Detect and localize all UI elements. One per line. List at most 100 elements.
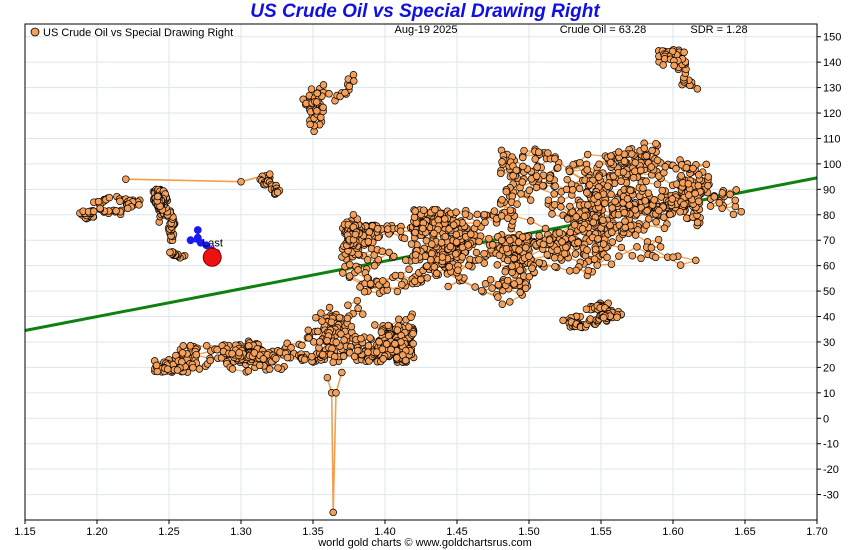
data-point [274, 364, 282, 372]
data-point [655, 172, 663, 180]
data-point [633, 243, 641, 251]
data-point [668, 195, 676, 203]
sdr-readout: SDR = 1.28 [690, 24, 747, 36]
data-point [516, 288, 524, 297]
data-point [551, 262, 559, 271]
data-point [94, 197, 103, 206]
data-point [637, 166, 645, 175]
data-point [486, 275, 495, 284]
data-point [370, 261, 379, 270]
data-point [393, 287, 402, 296]
y-tick-label: 140 [823, 57, 841, 69]
data-point [473, 210, 482, 219]
data-point [660, 224, 669, 233]
data-point [599, 313, 608, 322]
data-point [508, 262, 516, 270]
data-point [438, 253, 447, 261]
data-point [689, 164, 697, 173]
data-point [631, 231, 640, 239]
data-point [379, 277, 387, 285]
data-point [359, 310, 367, 318]
data-point [580, 212, 589, 221]
x-tick-label: 1.25 [158, 526, 179, 538]
data-point [401, 356, 410, 365]
data-point [628, 150, 636, 158]
data-point [502, 244, 511, 253]
data-point [272, 354, 280, 363]
last-point-marker [202, 247, 222, 267]
data-point [539, 240, 548, 249]
data-point [390, 252, 398, 261]
data-point [544, 149, 552, 157]
data-point [731, 196, 740, 205]
data-point [441, 215, 449, 223]
data-point [560, 249, 569, 258]
data-point [617, 243, 626, 252]
data-point [305, 334, 313, 342]
data-point [432, 269, 441, 278]
data-point [531, 155, 539, 163]
data-point [628, 251, 637, 260]
data-point [503, 276, 512, 285]
data-point [452, 208, 460, 216]
data-point [680, 200, 688, 209]
data-point [676, 261, 685, 269]
data-point [452, 250, 460, 258]
data-point [396, 227, 405, 235]
y-tick-label: 40 [823, 312, 835, 324]
data-point [347, 322, 356, 331]
data-point [589, 218, 598, 227]
data-point [458, 253, 466, 261]
data-point [544, 196, 553, 204]
data-point [680, 48, 688, 57]
data-point [315, 338, 324, 346]
data-point [631, 158, 640, 167]
data-point [445, 263, 453, 271]
data-point [213, 345, 221, 354]
data-point [599, 240, 608, 248]
data-point [475, 237, 483, 246]
data-point [611, 197, 619, 206]
data-point [513, 200, 521, 208]
date-label: Aug-19 2025 [395, 24, 458, 36]
recent-point [193, 226, 202, 234]
data-point [163, 365, 172, 373]
data-point [307, 85, 316, 93]
data-point [654, 235, 663, 244]
data-point [356, 283, 364, 291]
data-point [658, 186, 667, 195]
data-point [364, 348, 372, 357]
data-point [702, 160, 711, 169]
data-point [694, 181, 703, 190]
data-point [372, 348, 381, 356]
data-point [379, 355, 387, 363]
data-point [472, 248, 481, 257]
y-tick-label: -30 [823, 490, 839, 502]
data-point [426, 256, 435, 264]
data-point [335, 313, 344, 322]
data-point [327, 318, 336, 326]
data-point [668, 47, 677, 56]
data-point [498, 300, 507, 308]
data-point [621, 217, 629, 226]
data-point [430, 263, 439, 271]
data-point [617, 177, 625, 185]
data-point [244, 367, 253, 375]
data-point [189, 363, 197, 372]
data-point [366, 334, 374, 342]
y-tick-label: 150 [823, 32, 841, 44]
data-point [603, 182, 612, 190]
data-point [641, 197, 649, 205]
data-point [570, 221, 579, 229]
data-point [387, 345, 395, 354]
data-point [653, 180, 662, 188]
data-point [546, 174, 554, 182]
data-point [488, 241, 497, 249]
data-point [607, 152, 615, 160]
data-point [480, 210, 489, 219]
data-point [672, 164, 680, 173]
data-point [314, 327, 322, 336]
data-point [323, 336, 331, 345]
data-point [485, 234, 493, 243]
data-point [418, 224, 427, 233]
